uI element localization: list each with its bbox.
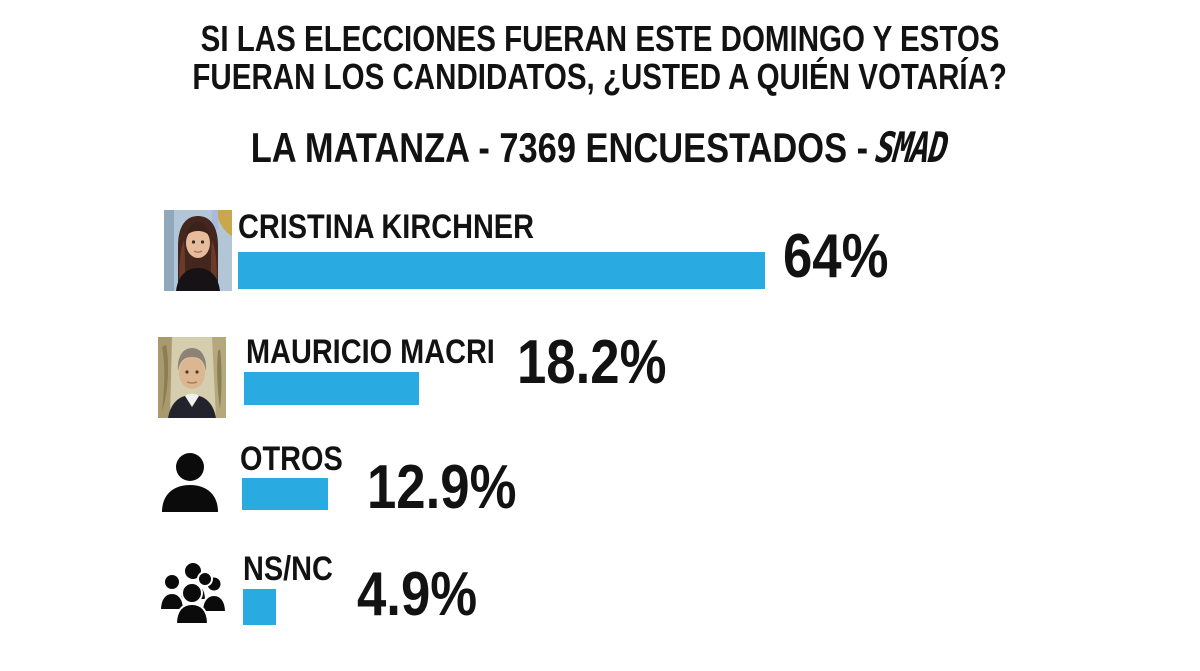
subtitle-row: LA MATANZA - 7369 ENCUESTADOS -SMAD xyxy=(250,123,953,172)
result-value-text: 12.9% xyxy=(367,453,517,522)
candidate-label: OTROS xyxy=(240,442,361,476)
result-value-text: 64% xyxy=(783,222,889,291)
candidate-label-text: MAURICIO MACRI xyxy=(246,333,495,371)
result-value: 12.9% xyxy=(367,457,543,519)
result-value: 18.2% xyxy=(517,332,693,394)
candidate-label-text: NS/NC xyxy=(243,550,333,588)
result-bar xyxy=(242,478,328,510)
result-bar xyxy=(238,252,765,289)
result-bar xyxy=(244,372,419,405)
candidate-label: NS/NC xyxy=(243,552,349,586)
result-value: 64% xyxy=(783,226,907,288)
page-title-line1: SI LAS ELECCIONES FUERAN ESTE DOMINGO Y … xyxy=(200,18,1000,59)
people-group-silhouette-icon xyxy=(158,561,228,624)
photo-mauricio-macri xyxy=(158,337,226,418)
candidate-label: CRISTINA KIRCHNER xyxy=(238,210,586,244)
result-bar xyxy=(243,589,276,625)
page-title-line2: FUERAN LOS CANDIDATOS, ¿USTED A QUIÉN VO… xyxy=(192,56,1008,97)
candidate-label-text: CRISTINA KIRCHNER xyxy=(238,208,534,246)
result-value-text: 4.9% xyxy=(357,560,478,629)
candidate-label-text: OTROS xyxy=(240,440,343,478)
chart-subtitle: LA MATANZA - 7369 ENCUESTADOS -SMAD xyxy=(0,123,1200,172)
result-value-text: 18.2% xyxy=(517,328,667,397)
photo-cristina-kirchner xyxy=(164,210,232,291)
person-silhouette-icon xyxy=(162,453,218,512)
subtitle-text: LA MATANZA - 7369 ENCUESTADOS - xyxy=(250,124,869,171)
smad-logo: SMAD xyxy=(869,123,953,172)
result-value: 4.9% xyxy=(357,564,498,626)
page-title: SI LAS ELECCIONES FUERAN ESTE DOMINGO Y … xyxy=(0,20,1200,96)
candidate-label: MAURICIO MACRI xyxy=(246,335,539,369)
